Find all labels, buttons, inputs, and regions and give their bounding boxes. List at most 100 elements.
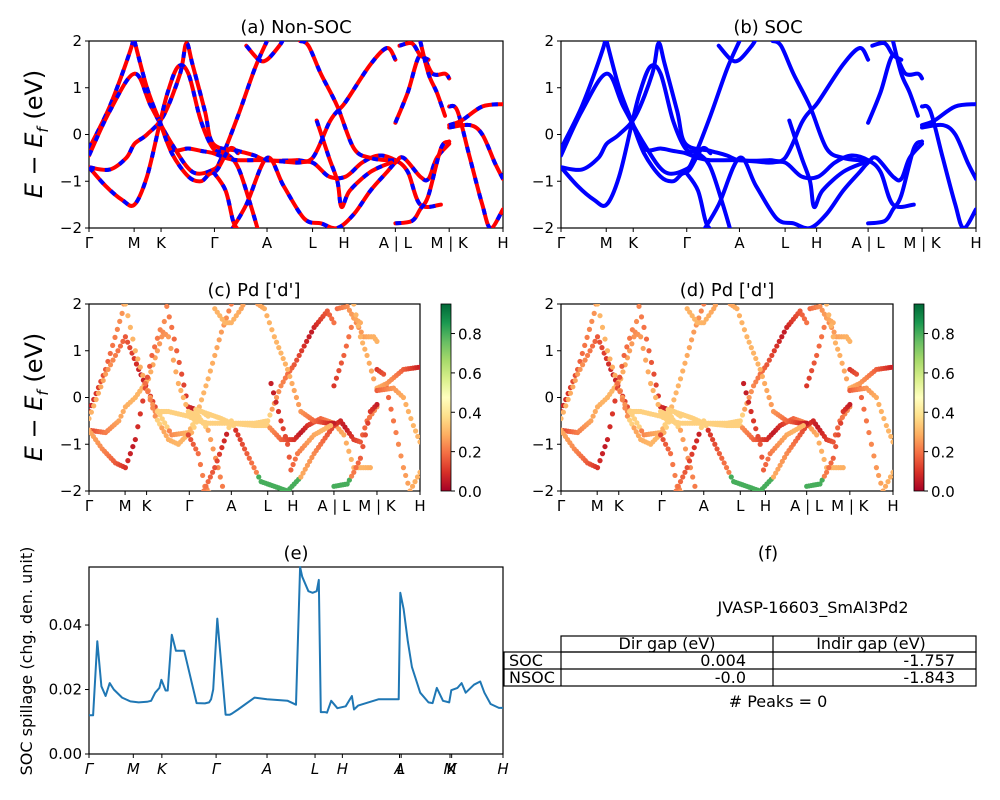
band-point	[602, 336, 608, 342]
band-point	[348, 311, 355, 317]
band-point	[390, 418, 397, 424]
band-line-0	[561, 41, 608, 151]
band-point	[152, 344, 158, 350]
band-point	[142, 380, 148, 387]
band-point	[594, 334, 601, 340]
band-point	[561, 409, 566, 415]
band-point	[338, 360, 344, 366]
xtick-label: A	[226, 497, 237, 515]
band-point	[577, 366, 583, 373]
band-point	[140, 398, 146, 404]
band-point	[116, 418, 122, 424]
band-point	[779, 334, 785, 340]
band-point	[150, 405, 156, 411]
band-point	[119, 310, 125, 316]
band-point	[750, 383, 757, 389]
ytick-label: 2	[544, 32, 554, 50]
band-point	[597, 339, 603, 345]
band-point	[876, 401, 882, 408]
band-point	[336, 368, 342, 374]
band-point	[159, 416, 165, 422]
panel-c-frame	[88, 303, 421, 492]
band-point	[819, 334, 825, 340]
band-point	[703, 422, 709, 429]
band-point	[144, 374, 151, 380]
band-point	[275, 408, 282, 415]
band-point	[343, 440, 349, 446]
band-point	[268, 380, 274, 387]
band-point	[890, 469, 893, 475]
band-point	[398, 453, 404, 459]
band-point	[714, 446, 720, 452]
band-point	[265, 418, 271, 424]
band-point	[159, 334, 165, 340]
band-point	[698, 308, 704, 314]
band-point	[755, 361, 761, 367]
band-point	[233, 427, 239, 433]
band-point	[567, 390, 574, 396]
band-point	[716, 451, 723, 457]
band-point	[741, 327, 748, 333]
band-point	[308, 329, 315, 335]
band-point	[599, 324, 606, 330]
xtick-label: H	[497, 234, 508, 252]
band-line-17	[891, 41, 920, 118]
ytick-label: 0	[72, 126, 82, 144]
band-point	[821, 456, 827, 463]
band-point	[292, 456, 298, 462]
band-point	[185, 432, 191, 438]
band-point	[830, 439, 836, 445]
band-point	[686, 458, 693, 464]
xtick-label: Γ	[212, 760, 222, 778]
band-point	[157, 421, 163, 427]
band-point	[712, 441, 718, 447]
band-point	[175, 380, 181, 387]
band-point	[745, 399, 752, 405]
band-point	[219, 483, 226, 489]
band-point	[739, 320, 745, 326]
band-point	[200, 472, 206, 479]
band-point	[133, 361, 140, 367]
band-point	[112, 352, 119, 359]
panel-d-title: (d) Pd ['d']	[680, 280, 775, 301]
band-point	[415, 433, 420, 440]
band-point	[779, 458, 785, 464]
colorbar-tick-label: 0.6	[458, 365, 482, 383]
band-point	[826, 312, 832, 318]
band-point	[668, 414, 674, 420]
band-point	[885, 479, 891, 485]
band-point	[746, 394, 752, 401]
ytick-label: −1	[532, 172, 554, 190]
band-point	[673, 390, 679, 396]
band-point	[207, 474, 213, 480]
band-point	[154, 348, 161, 354]
band-line-12	[866, 139, 924, 226]
band-point	[173, 369, 179, 375]
band-point	[614, 380, 621, 387]
band-point	[655, 401, 661, 408]
band-point	[832, 340, 839, 346]
band-point	[269, 327, 275, 333]
band-point	[665, 446, 671, 452]
band-line-11	[866, 52, 924, 125]
xtick-label: Γ	[85, 760, 95, 778]
xtick-label: Γ	[683, 234, 692, 252]
band-point	[750, 350, 757, 356]
band-point	[887, 474, 893, 480]
band-point	[264, 313, 270, 319]
band-point	[755, 433, 761, 440]
band-point	[343, 343, 349, 349]
band-point	[743, 390, 749, 396]
band-point	[285, 366, 291, 373]
colorbar-tick-label: 0.0	[931, 483, 955, 501]
band-point	[253, 469, 259, 475]
band-point	[801, 316, 808, 322]
band-point	[207, 368, 213, 374]
band-point	[357, 334, 364, 340]
xtick-label: L	[781, 234, 790, 252]
xtick-label: M	[591, 497, 604, 515]
band-point	[137, 411, 143, 417]
band-line-9	[770, 41, 871, 163]
band-point	[118, 413, 124, 419]
band-dash-3	[89, 63, 260, 228]
